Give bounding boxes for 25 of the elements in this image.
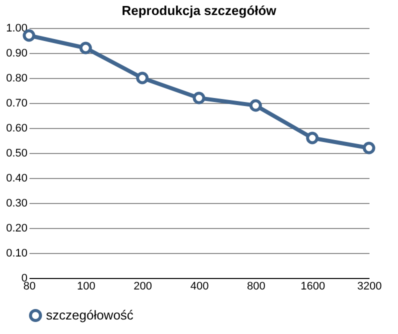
point [79,42,92,54]
y-tick-label: 0.50 [6,148,28,160]
point [192,92,206,104]
legend-label: szczegółowość [46,308,134,322]
y-tick-label: 0.60 [6,122,28,134]
x-tick-label: 80 [23,280,36,292]
x-tick-label: 200 [134,280,152,292]
x-tick-label: 3200 [357,280,382,292]
x-tick-label: 400 [190,280,209,292]
x-tick-label: 800 [246,280,266,292]
y-tick-label: 0.70 [6,98,28,110]
x-tick-label: 100 [76,280,96,292]
point [306,132,319,144]
chart-title: Reprodukcja szczegółów [122,3,278,18]
y-tick-label: 1.00 [6,22,28,34]
y-tick-label: 0.10 [6,248,28,260]
y-tick-label: 0.30 [6,198,28,210]
y-tick-label: 0.20 [6,222,28,234]
y-tick-label: 0.90 [6,48,28,60]
x-tick-label: 1600 [300,280,326,292]
y-tick-label: 0.40 [6,172,28,184]
point [249,99,262,112]
y-tick-label: 0.80 [6,72,28,84]
point [136,72,149,84]
point [362,142,376,154]
